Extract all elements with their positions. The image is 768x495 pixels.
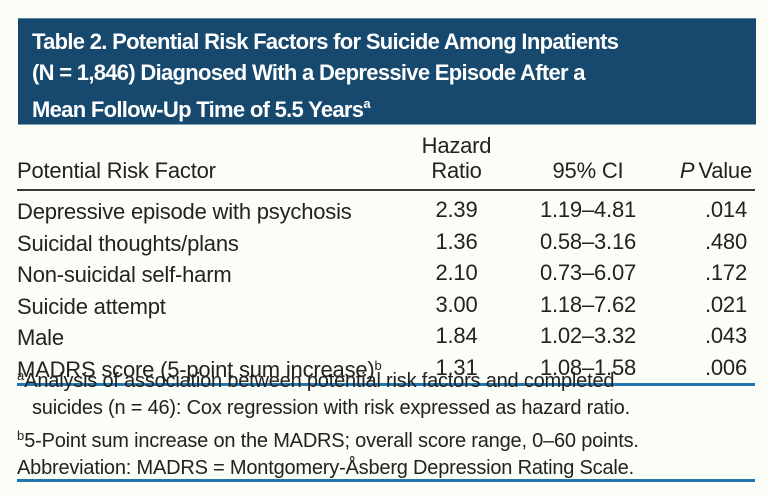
table-row: Depressive episode with psychosis 2.39 1…	[17, 190, 755, 226]
footnote-a: aAnalysis of association between potenti…	[17, 362, 757, 422]
cell-risk-factor: Non-suicidal self-harm	[17, 257, 400, 289]
cell-hazard-ratio: 2.10	[435, 260, 478, 285]
footnote-text: suicides (n = 46): Cox regression with r…	[32, 397, 630, 419]
title-text: Mean Follow-Up Time of 5.5 Years	[32, 97, 364, 122]
cell-95-ci: 0.58–3.16	[539, 228, 637, 254]
table-row: Male 1.84 1.02–3.32 .043	[17, 320, 755, 352]
risk-factor-label: Male	[17, 325, 64, 350]
abbreviation-note: Abbreviation: MADRS = Montgomery-Åsberg …	[17, 455, 757, 482]
figure-bottom-rule	[17, 479, 755, 482]
title-line-2: (N = 1,846) Diagnosed With a Depressive …	[32, 57, 742, 88]
table-body: Depressive episode with psychosis 2.39 1…	[17, 190, 755, 385]
cell-95-ci: 0.73–6.07	[539, 260, 637, 285]
cell-risk-factor: Depressive episode with psychosis	[17, 190, 400, 226]
title-line-1: Table 2. Potential Risk Factors for Suic…	[32, 26, 742, 57]
risk-factor-label: MADRS score (5-point sum increase)	[17, 356, 375, 382]
cell-p-value: .172	[704, 260, 747, 285]
header-label: Potential Risk Factor	[17, 158, 216, 183]
cell-p-value: .006	[704, 354, 747, 380]
cell-hazard-ratio: 1.36	[435, 228, 478, 254]
cell-hazard-ratio: 3.00	[435, 291, 478, 317]
footnote-marker-a: a	[17, 368, 25, 383]
header-95-ci: 95% CI	[513, 133, 663, 191]
risk-factors-table: Potential Risk Factor Hazard Ratio 95% C…	[17, 133, 755, 386]
table-header: Potential Risk Factor Hazard Ratio 95% C…	[17, 133, 755, 191]
cell-risk-factor: Male	[17, 320, 400, 352]
risk-factor-label: Suicide attempt	[17, 293, 166, 319]
cell-hazard-ratio: 1.31	[435, 354, 478, 380]
cell-95-ci: 1.19–4.81	[539, 197, 637, 222]
header-label: Hazard	[421, 133, 492, 158]
cell-95-ci: 1.08–1.58	[539, 354, 637, 380]
cell-p-value: .043	[704, 323, 747, 348]
cell-p-value: .014	[704, 197, 747, 222]
table-row: MADRS score (5-point sum increase)b 1.31…	[17, 352, 755, 385]
cell-hazard-ratio: 2.39	[435, 197, 478, 222]
header-risk-factor: Potential Risk Factor	[17, 133, 400, 191]
cell-p-value: .480	[704, 228, 747, 254]
risk-factor-label: Non-suicidal self-harm	[17, 262, 232, 287]
footnote-text: Abbreviation: MADRS = Montgomery-Åsberg …	[17, 457, 634, 479]
title-superscript-a: a	[363, 96, 371, 111]
header-label: Value	[698, 158, 752, 183]
cell-hazard-ratio: 1.84	[435, 323, 478, 348]
footnote-text: 5-Point sum increase on the MADRS; overa…	[24, 430, 639, 452]
table-row: Suicide attempt 3.00 1.18–7.62 .021	[17, 289, 755, 321]
header-label: P	[679, 158, 695, 183]
cell-95-ci: 1.18–7.62	[539, 291, 637, 317]
header-label: Ratio	[431, 158, 482, 183]
footnote-b: b5-Point sum increase on the MADRS; over…	[17, 422, 757, 455]
risk-factor-label: Suicidal thoughts/plans	[17, 230, 239, 256]
title-text: (N = 1,846) Diagnosed With a Depressive …	[32, 60, 586, 85]
footnote-marker-b: b	[17, 428, 25, 443]
cell-95-ci: 1.02–3.32	[539, 323, 637, 348]
header-hazard-ratio: Hazard Ratio	[400, 133, 513, 191]
table-title-bar: Table 2. Potential Risk Factors for Suic…	[18, 18, 756, 125]
title-line-3: Mean Follow-Up Time of 5.5 Yearsa	[32, 88, 742, 124]
footnote-marker: b	[374, 357, 382, 373]
cell-risk-factor: Suicidal thoughts/plans	[17, 226, 400, 258]
title-text: Table 2. Potential Risk Factors for Suic…	[32, 29, 619, 54]
table-row: Non-suicidal self-harm 2.10 0.73–6.07 .1…	[17, 257, 755, 289]
footnotes: aAnalysis of association between potenti…	[17, 362, 757, 482]
cell-risk-factor: MADRS score (5-point sum increase)b	[17, 352, 400, 385]
cell-risk-factor: Suicide attempt	[17, 289, 400, 321]
table-row: Suicidal thoughts/plans 1.36 0.58–3.16 .…	[17, 226, 755, 258]
footnote-text: Analysis of association between potentia…	[24, 370, 615, 392]
cell-p-value: .021	[704, 291, 747, 317]
risk-factor-label: Depressive episode with psychosis	[17, 199, 352, 224]
header-p-value: P Value	[663, 133, 755, 191]
header-label: 95% CI	[552, 158, 624, 183]
